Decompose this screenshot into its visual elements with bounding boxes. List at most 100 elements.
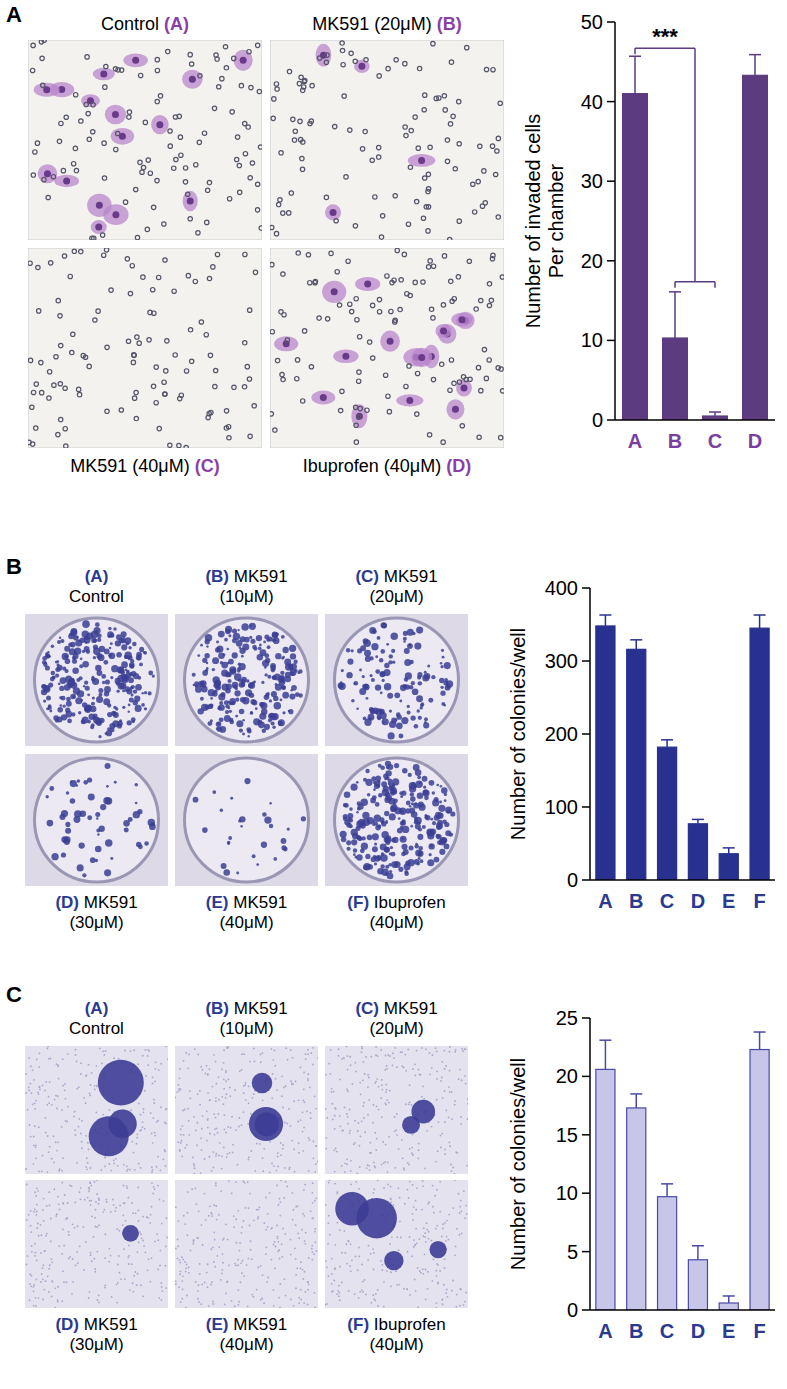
colony xyxy=(98,1060,144,1106)
pore xyxy=(296,251,300,255)
speck xyxy=(145,1075,147,1077)
colony xyxy=(378,793,382,797)
speck xyxy=(139,1130,141,1132)
pore xyxy=(301,399,305,403)
colony xyxy=(59,704,62,707)
pore xyxy=(141,275,145,279)
colony xyxy=(403,637,407,641)
pore xyxy=(393,194,397,198)
colony xyxy=(101,674,106,679)
y-tick xyxy=(582,660,590,662)
panel-letter: A xyxy=(6,2,22,27)
colony xyxy=(380,671,385,676)
colony xyxy=(432,799,439,806)
image-bg xyxy=(325,754,468,886)
colony xyxy=(205,704,210,709)
pore xyxy=(188,328,192,332)
colony xyxy=(59,636,61,638)
pore xyxy=(415,412,419,416)
cell xyxy=(333,350,358,364)
pore xyxy=(63,386,67,390)
speck xyxy=(305,1058,307,1060)
cell xyxy=(123,53,148,67)
pore xyxy=(77,392,81,396)
bar xyxy=(750,628,769,880)
pore xyxy=(73,146,77,150)
speck xyxy=(152,1142,154,1144)
colony xyxy=(379,658,383,662)
speck xyxy=(156,1121,158,1123)
colony xyxy=(225,672,231,678)
pore xyxy=(309,365,313,369)
nucleus xyxy=(330,209,337,216)
bar xyxy=(719,854,738,880)
colony xyxy=(116,652,122,658)
pore xyxy=(441,303,445,307)
speck xyxy=(39,1089,41,1091)
pore xyxy=(158,94,162,98)
pore xyxy=(252,404,256,408)
colony xyxy=(51,671,56,676)
pore xyxy=(449,358,453,362)
speck xyxy=(113,1057,115,1059)
colony xyxy=(401,852,406,857)
colony xyxy=(225,629,230,634)
colony xyxy=(388,863,392,867)
image-label-letter: (C) xyxy=(195,456,220,476)
colony xyxy=(110,857,113,860)
colony xyxy=(197,654,200,657)
colony xyxy=(407,705,410,708)
pore xyxy=(489,298,493,302)
pore xyxy=(165,339,169,343)
image-label-name: MK591 (40μM) xyxy=(70,456,194,476)
colony xyxy=(401,821,406,826)
colony xyxy=(78,711,81,714)
speck xyxy=(38,1066,40,1068)
pore xyxy=(415,371,419,375)
pore xyxy=(74,168,78,172)
colony xyxy=(64,669,68,673)
error-cap xyxy=(723,847,735,849)
colony xyxy=(127,720,132,725)
colony xyxy=(411,802,414,805)
pore xyxy=(449,279,453,283)
pore xyxy=(199,320,203,324)
colony xyxy=(290,653,296,659)
significance-bracket xyxy=(635,48,715,288)
colony xyxy=(388,778,393,783)
pore xyxy=(28,440,31,444)
colony xyxy=(57,707,63,713)
colony xyxy=(240,825,242,827)
pore xyxy=(300,156,304,160)
colony xyxy=(96,696,103,703)
pore xyxy=(380,214,384,218)
colony xyxy=(121,661,128,668)
pore xyxy=(138,160,142,164)
pore xyxy=(452,297,456,301)
pore xyxy=(376,155,380,159)
nucleus xyxy=(112,211,119,218)
colony xyxy=(358,837,362,841)
pore xyxy=(104,64,108,68)
image-label-name: MK591 xyxy=(379,567,438,586)
speck xyxy=(58,1078,60,1080)
nucleus xyxy=(112,111,119,118)
colony xyxy=(130,659,134,663)
pore xyxy=(137,341,141,345)
speck xyxy=(118,1058,120,1060)
pore xyxy=(480,204,484,208)
pore xyxy=(223,45,227,49)
pore xyxy=(59,343,63,347)
speck xyxy=(25,1073,27,1075)
speck xyxy=(202,1115,204,1117)
pore xyxy=(248,434,252,438)
speck xyxy=(102,1050,104,1052)
pore xyxy=(448,122,452,126)
cell xyxy=(34,83,60,97)
cell xyxy=(183,191,198,212)
colony xyxy=(298,669,302,673)
colony xyxy=(420,706,423,709)
colony xyxy=(114,781,117,784)
pore xyxy=(146,158,150,162)
bar xyxy=(663,338,688,420)
